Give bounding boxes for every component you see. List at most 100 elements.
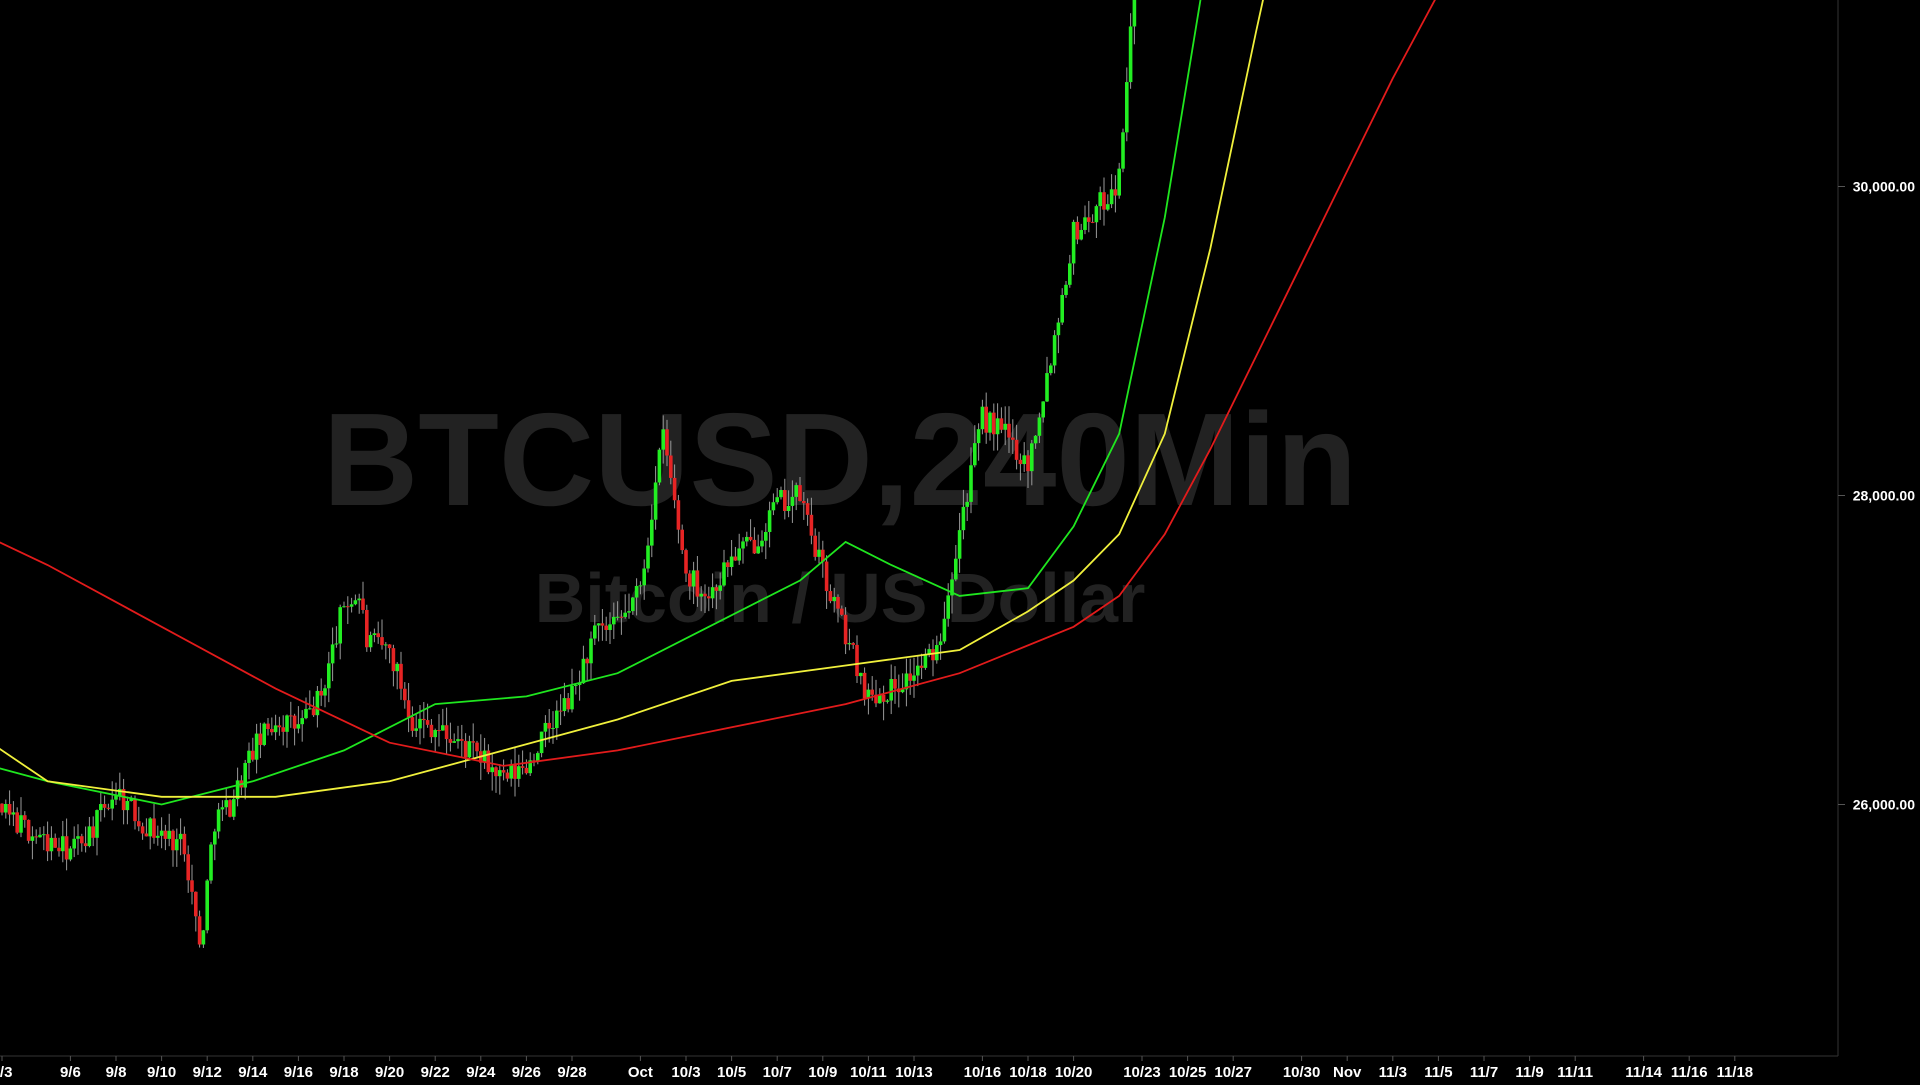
candle-up	[771, 502, 776, 511]
candle-down	[34, 836, 38, 838]
candle-up	[1125, 82, 1129, 133]
candle-up	[885, 700, 890, 702]
candle-down	[813, 535, 817, 557]
candle-down	[881, 694, 886, 702]
candle-down	[505, 772, 510, 779]
candle-down	[798, 485, 802, 501]
candle-down	[752, 539, 757, 554]
candle-up	[1117, 168, 1121, 196]
candle-down	[532, 760, 536, 762]
candle-up	[99, 804, 103, 811]
candle-up	[581, 658, 586, 684]
candle-down	[1011, 437, 1015, 440]
candle-down	[547, 722, 551, 729]
candle-up	[965, 501, 969, 507]
candle-down	[824, 561, 829, 592]
candle-down	[444, 725, 449, 740]
moving-average-line-2	[0, 0, 1264, 798]
candle-down	[520, 766, 525, 768]
x-tick-label: 9/26	[512, 1064, 541, 1080]
candle-down	[64, 836, 69, 860]
candle-up	[722, 562, 726, 586]
candle-up	[878, 694, 882, 704]
candle-up	[577, 683, 582, 685]
candle-up	[125, 801, 130, 811]
candle-up	[779, 490, 783, 498]
candle-down	[680, 529, 684, 551]
candle-up	[61, 836, 65, 852]
candle-up	[353, 600, 358, 605]
x-tick-label: 9/16	[284, 1064, 313, 1080]
candle-down	[197, 916, 202, 945]
candle-up	[653, 482, 658, 520]
candle-down	[585, 658, 589, 664]
candle-up	[467, 741, 472, 758]
candle-up	[110, 799, 114, 809]
candle-down	[266, 723, 270, 730]
x-tick-label: 9/6	[60, 1064, 81, 1080]
candle-up	[300, 718, 304, 725]
candle-down	[171, 830, 175, 851]
candle-up	[452, 741, 456, 743]
candle-up	[517, 766, 521, 779]
candle-up	[1037, 417, 1042, 436]
candle-up	[942, 618, 947, 642]
candle-down	[83, 843, 88, 847]
candle-up	[4, 803, 8, 813]
candle-up	[589, 638, 593, 664]
candle-down	[1014, 439, 1019, 460]
candle-up	[623, 612, 627, 617]
candle-up	[308, 708, 312, 710]
candle-up	[794, 485, 798, 497]
y-tick-label: 26,000.00	[1853, 797, 1915, 813]
x-tick-label: Nov	[1333, 1064, 1362, 1080]
candle-down	[106, 807, 111, 809]
candle-up	[954, 558, 958, 580]
candle-down	[182, 833, 187, 855]
candle-up	[1052, 335, 1057, 366]
candle-down	[684, 550, 688, 574]
candle-up	[30, 836, 35, 841]
x-tick-label: 11/11	[1557, 1064, 1593, 1080]
candle-down	[0, 803, 4, 813]
candle-down	[669, 455, 673, 478]
candle-down	[163, 830, 168, 839]
candle-up	[938, 641, 943, 646]
candle-up	[528, 760, 532, 774]
x-tick-label: 11/9	[1515, 1064, 1543, 1080]
candle-down	[406, 700, 411, 718]
x-tick-label: 11/3	[1379, 1064, 1407, 1080]
candle-down	[270, 729, 274, 733]
candle-up	[342, 606, 346, 608]
candle-up	[95, 810, 99, 838]
candle-down	[1007, 423, 1011, 438]
candle-up	[646, 545, 650, 569]
candle-up	[900, 689, 905, 693]
candle-down	[391, 648, 396, 672]
candle-up	[638, 585, 643, 587]
candle-down	[137, 821, 141, 827]
candle-up	[657, 449, 662, 483]
candle-up	[1030, 443, 1034, 472]
candle-up	[539, 731, 544, 754]
x-tick-label: 10/30	[1283, 1064, 1321, 1080]
candle-up	[220, 807, 225, 810]
candle-up	[148, 818, 152, 837]
candle-down	[425, 720, 430, 725]
candle-up	[916, 665, 920, 676]
candle-up	[232, 799, 236, 817]
candle-up	[178, 833, 183, 840]
candle-down	[855, 644, 859, 677]
candle-up	[456, 739, 460, 742]
candle-down	[665, 429, 669, 456]
candle-up	[737, 548, 741, 561]
candle-down	[1113, 189, 1118, 196]
candle-up	[661, 429, 665, 450]
x-tick-label: 10/18	[1009, 1064, 1047, 1080]
x-tick-label: 9/22	[421, 1064, 450, 1080]
x-axis: 9/3 9/6 9/8 9/10 9/12 9/14 9/16 9/18 9/20 9/22 9/2…	[0, 1056, 1753, 1081]
candle-up	[612, 616, 616, 625]
candle-down	[805, 503, 810, 515]
